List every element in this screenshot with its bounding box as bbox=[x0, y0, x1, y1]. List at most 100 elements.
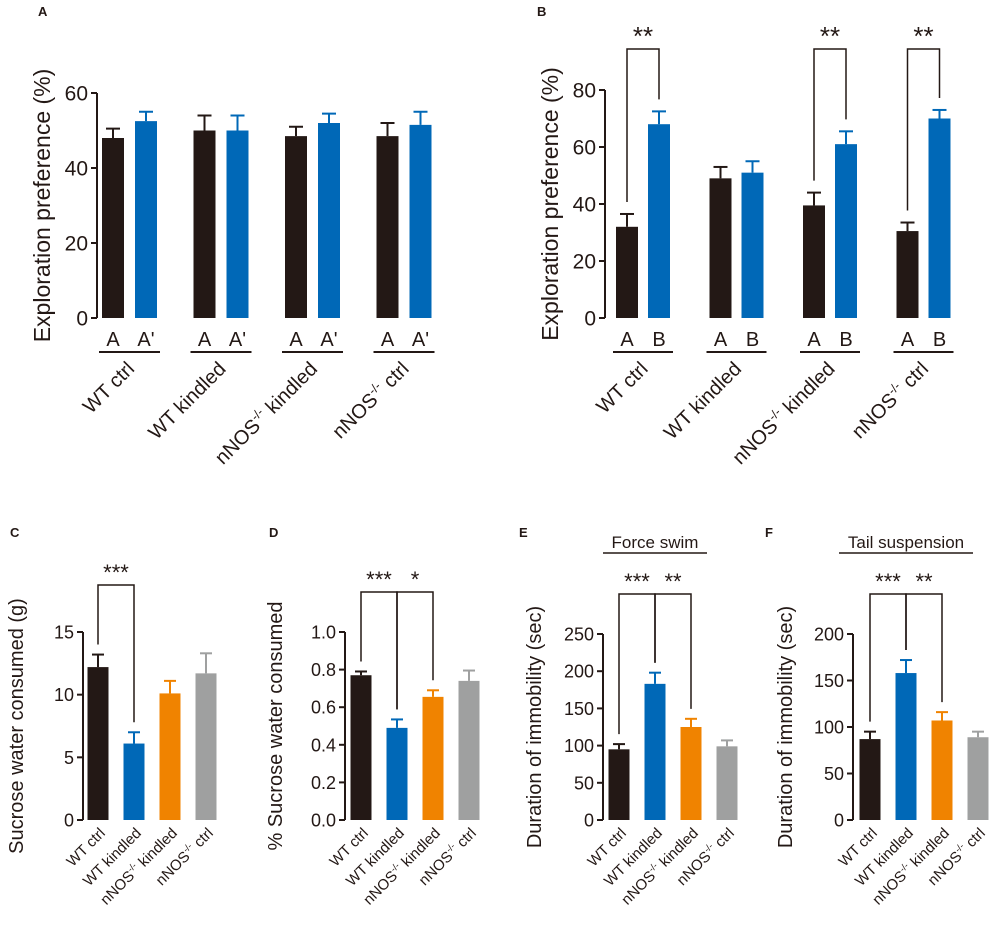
y-tick-label: 20 bbox=[573, 251, 596, 274]
y-axis-label: Exploration preference (%) bbox=[537, 67, 563, 341]
y-tick-label: 20 bbox=[65, 233, 88, 256]
bar bbox=[895, 673, 917, 820]
y-tick-label: 0 bbox=[834, 810, 844, 830]
bar bbox=[896, 231, 919, 318]
bar bbox=[159, 693, 181, 820]
bar bbox=[350, 675, 372, 820]
bar bbox=[931, 720, 953, 820]
bar bbox=[616, 226, 638, 318]
chart-e: 0 50 100 150 200 250 Duration of immobility (s… bbox=[524, 533, 738, 908]
bar-sublabel: B bbox=[839, 329, 852, 351]
y-tick-label: 250 bbox=[564, 624, 594, 644]
significance-label: * bbox=[411, 567, 420, 592]
y-tick-label: 0 bbox=[76, 308, 88, 331]
group-label: nNOS-/- ctrl bbox=[846, 357, 933, 444]
significance-label: ** bbox=[913, 21, 933, 51]
bar-sublabel: B bbox=[933, 329, 946, 351]
bar-sublabel: B bbox=[746, 329, 759, 351]
panel-letter-b: B bbox=[537, 4, 546, 19]
bar bbox=[226, 130, 249, 318]
bar bbox=[135, 121, 157, 318]
significance-label: ** bbox=[633, 21, 653, 51]
y-tick-label: 60 bbox=[65, 83, 88, 106]
bar bbox=[422, 696, 444, 820]
bar-sublabel: A bbox=[289, 329, 303, 351]
significance-label: *** bbox=[103, 560, 129, 585]
significance-label: ** bbox=[820, 21, 840, 51]
y-tick-label: 5 bbox=[64, 748, 74, 768]
bar bbox=[859, 739, 881, 820]
bar bbox=[680, 727, 702, 820]
significance-bracket bbox=[626, 48, 660, 202]
y-axis-label: % Sucrose water consumed bbox=[265, 601, 287, 850]
y-tick-label: 60 bbox=[573, 137, 596, 160]
bar bbox=[967, 737, 989, 820]
panel-letter-f: F bbox=[765, 525, 773, 540]
bar-sublabel: A' bbox=[412, 329, 429, 351]
chart-f: 0 50 100 150 200 Duration of immobility (sec)… bbox=[775, 533, 989, 908]
y-tick-label: 1.0 bbox=[311, 622, 336, 642]
bar-sublabel: A bbox=[381, 329, 395, 351]
group-label: WT kindled bbox=[145, 358, 231, 444]
panel-letter-d: D bbox=[269, 525, 278, 540]
y-tick-label: 0.6 bbox=[311, 698, 336, 718]
y-tick-label: 15 bbox=[54, 622, 74, 642]
y-tick-label: 0 bbox=[584, 810, 594, 830]
y-axis-label: Sucrose water consumed (g) bbox=[6, 598, 28, 854]
bar bbox=[318, 123, 340, 318]
bar bbox=[376, 136, 399, 318]
bar-sublabel: A bbox=[714, 329, 728, 351]
bar bbox=[608, 749, 630, 820]
bar bbox=[928, 118, 951, 318]
bar bbox=[123, 743, 145, 820]
bar bbox=[285, 136, 307, 318]
y-tick-label: 100 bbox=[814, 717, 844, 737]
significance-bracket bbox=[97, 584, 135, 723]
panel-letter-e: E bbox=[519, 525, 528, 540]
y-tick-label: 50 bbox=[574, 773, 594, 793]
y-tick-label: 80 bbox=[573, 80, 596, 103]
y-tick-label: 200 bbox=[814, 624, 844, 644]
significance-bracket bbox=[905, 593, 943, 703]
chart-d: 0.0 0.2 0.4 0.6 0.8 1.0 % Sucrose water consum… bbox=[265, 567, 480, 908]
bar bbox=[803, 205, 825, 318]
bar-sublabel: A bbox=[198, 329, 212, 351]
chart-title: Tail suspension bbox=[848, 533, 964, 552]
y-axis-label: Duration of immobility (sec) bbox=[775, 606, 797, 848]
bar bbox=[87, 667, 109, 820]
bar-sublabel: A bbox=[807, 329, 821, 351]
chart-title: Force swim bbox=[612, 533, 699, 552]
bar bbox=[409, 124, 432, 318]
group-label: WT ctrl bbox=[592, 358, 652, 418]
y-tick-label: 0.0 bbox=[311, 810, 336, 830]
y-axis-label: Duration of immobility (sec) bbox=[524, 606, 546, 848]
significance-label: ** bbox=[915, 569, 933, 594]
bar-sublabel: B bbox=[652, 329, 665, 351]
bar-sublabel: A' bbox=[229, 329, 246, 351]
y-tick-label: 0.2 bbox=[311, 773, 336, 793]
bar bbox=[835, 144, 857, 318]
bar-sublabel: A' bbox=[320, 329, 337, 351]
panel-letter-a: A bbox=[38, 4, 48, 19]
bar bbox=[102, 138, 124, 318]
y-tick-label: 0.8 bbox=[311, 660, 336, 680]
bar bbox=[741, 172, 764, 318]
bar bbox=[193, 130, 216, 318]
bar-sublabel: A bbox=[901, 329, 915, 351]
group-label: nNOS-/- ctrl bbox=[327, 357, 414, 444]
y-tick-label: 10 bbox=[54, 685, 74, 705]
chart-a: 0 20 40 60 Exploration preference (%) A A' WT c… bbox=[29, 69, 435, 469]
significance-bracket bbox=[813, 48, 847, 181]
bar-sublabel: A bbox=[620, 329, 634, 351]
significance-label: *** bbox=[624, 569, 650, 594]
bar bbox=[386, 727, 408, 820]
bar bbox=[458, 680, 480, 820]
y-tick-label: 40 bbox=[65, 158, 88, 181]
bar bbox=[709, 178, 732, 318]
panel-letter-c: C bbox=[10, 525, 20, 540]
group-label: WT ctrl bbox=[79, 358, 139, 418]
y-tick-label: 0 bbox=[64, 810, 74, 830]
